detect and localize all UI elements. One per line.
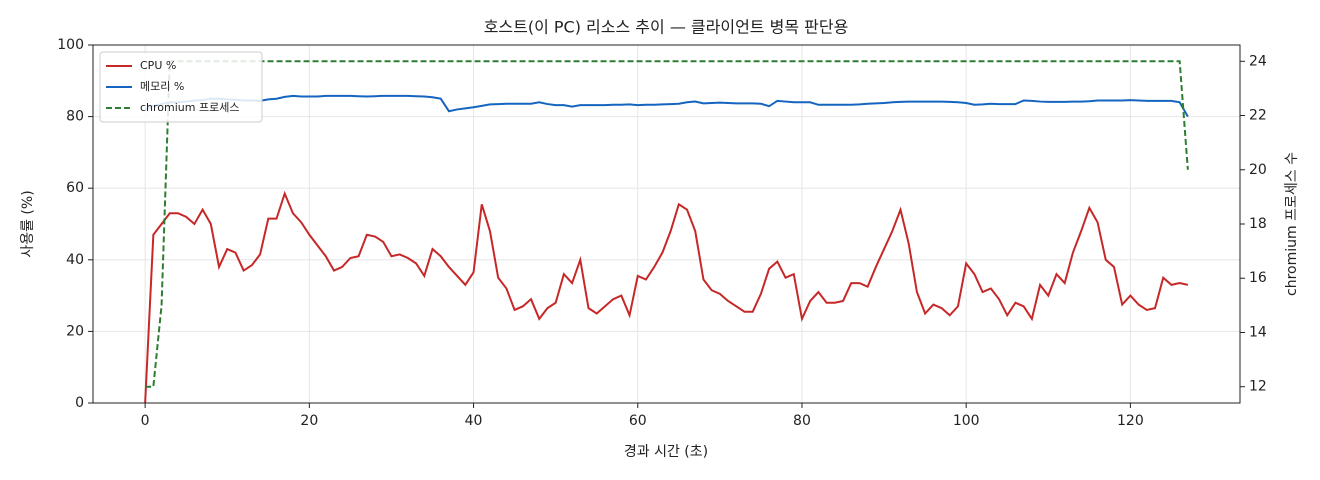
legend-box [99,51,263,123]
y2-tick-label: 20 [1249,162,1267,178]
x-tick-label: 100 [953,413,980,429]
y-tick-label: 40 [66,252,84,268]
x-tick-label: 60 [629,413,647,429]
y-tick-label: 60 [66,180,84,196]
y2-tick-label: 18 [1249,216,1267,232]
y-axis-label: 사용률 (%) [20,190,36,257]
x-tick-label: 20 [300,413,318,429]
x-tick-label: 0 [141,413,150,429]
y2-tick-label: 12 [1249,379,1267,395]
x-tick-label: 40 [465,413,483,429]
y-tick-label: 80 [66,109,84,125]
plot-frame [92,44,1241,404]
line-series [144,94,1189,118]
legend-label: 메모리 % [140,80,184,93]
x-tick-label: 80 [793,413,811,429]
y2-tick-label: 14 [1249,324,1267,340]
y-tick-label: 100 [57,37,84,53]
y2-tick-label: 16 [1249,270,1267,286]
y2-tick-label: 22 [1249,108,1267,124]
line-series [145,60,1189,388]
x-tick-label: 120 [1117,413,1144,429]
chart-title: 호스트(이 PC) 리소스 추이 — 클라이언트 병목 판단용 [484,18,849,37]
y-tick-label: 20 [66,323,84,339]
y2-tick-label: 24 [1249,53,1267,69]
legend-label: chromium 프로세스 [140,101,239,114]
y2-axis-label: chromium 프로세스 수 [1284,152,1300,296]
legend-label: CPU % [140,59,176,72]
y-tick-label: 0 [75,395,84,411]
x-axis-label: 경과 시간 (초) [624,444,708,460]
line-series [144,190,1189,404]
